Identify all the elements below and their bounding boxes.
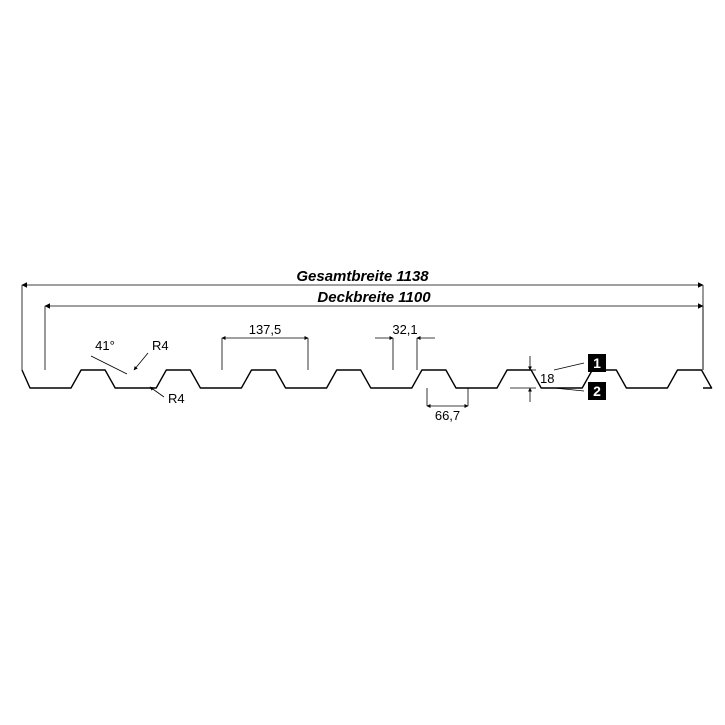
radius-label: R4 [152,338,169,353]
dim-label: 18 [540,371,554,386]
dim-label: Deckbreite 1100 [317,289,431,306]
marker-label: 2 [593,383,601,399]
leader-line [150,387,164,397]
profile-diagram: Gesamtbreite 1138 Deckbreite 1100 137,5 32,… [0,0,725,725]
leader-line [134,353,148,370]
dim-label: Gesamtbreite 1138 [296,268,429,285]
marker-label: 1 [593,355,601,371]
profile-outline [22,370,712,388]
leader-line [554,363,584,370]
dim-label: 32,1 [392,322,417,337]
leader-line [91,356,127,374]
dim-label: 66,7 [435,408,460,423]
radius-label: R4 [168,391,185,406]
dim-label: 137,5 [249,322,282,337]
angle-label: 41° [95,338,115,353]
